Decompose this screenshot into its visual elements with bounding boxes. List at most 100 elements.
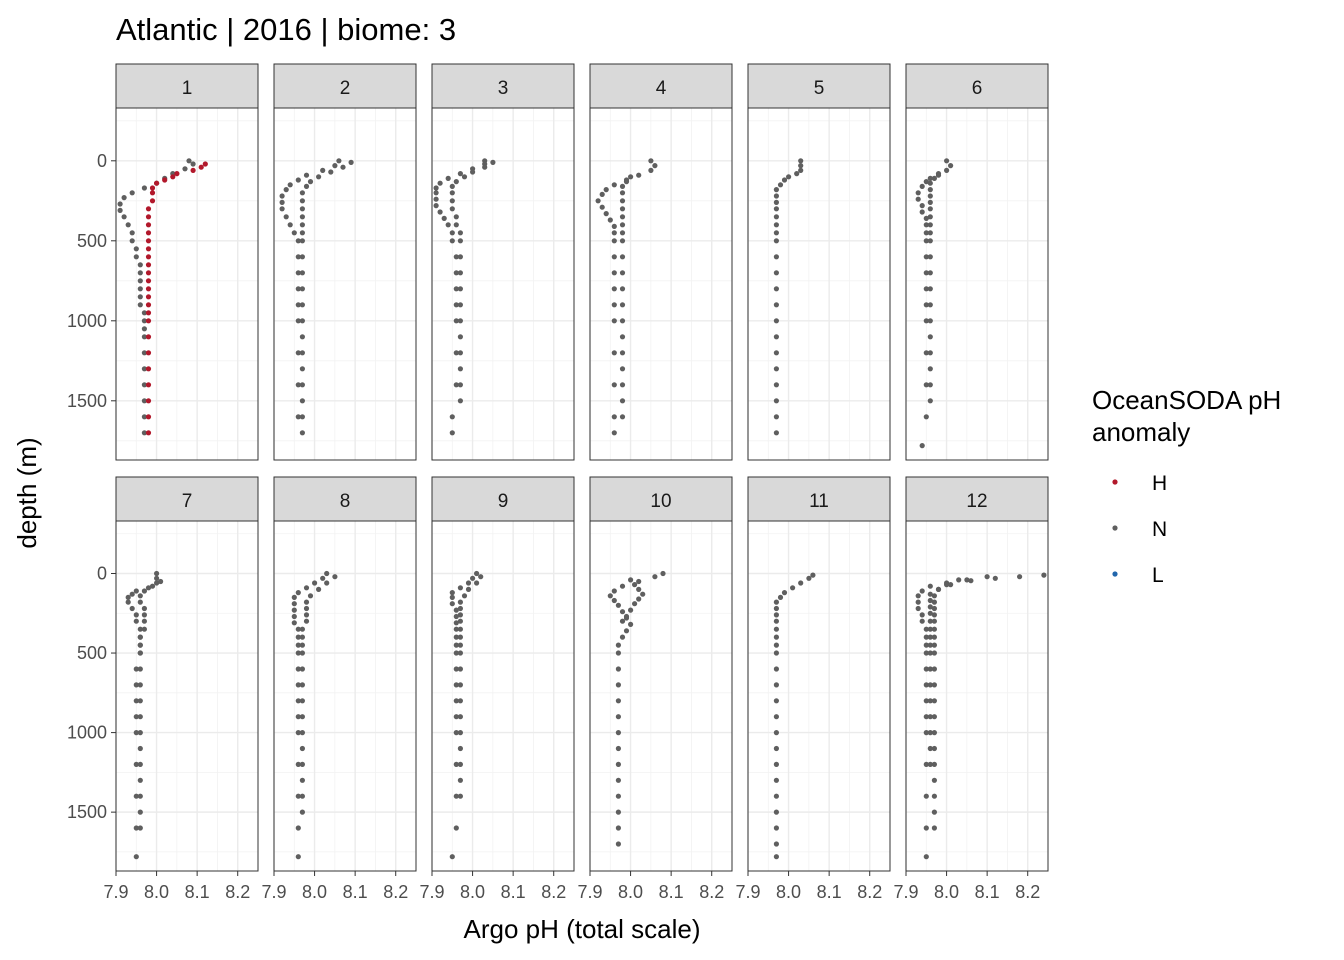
- data-point-N: [295, 642, 301, 648]
- data-point-N: [470, 575, 476, 581]
- facet-strip-label: 7: [182, 491, 193, 512]
- data-point-N: [619, 198, 626, 204]
- data-point-N: [931, 612, 938, 618]
- data-point-N: [129, 230, 135, 236]
- data-point-N: [773, 286, 780, 292]
- data-point-N: [133, 612, 139, 618]
- x-tick-label: 8.2: [383, 882, 408, 902]
- data-point-N: [927, 398, 933, 404]
- data-point-H: [145, 222, 152, 228]
- data-point-N: [137, 278, 143, 284]
- data-point-N: [611, 318, 617, 324]
- data-point-N: [303, 612, 310, 618]
- data-point-N: [773, 230, 780, 236]
- data-point-N: [474, 580, 480, 586]
- data-point-N: [599, 191, 605, 197]
- data-point-N: [449, 230, 455, 236]
- data-point-N: [927, 597, 933, 604]
- data-point-N: [915, 190, 921, 196]
- data-point-N: [915, 593, 921, 599]
- data-point-N: [320, 575, 326, 581]
- facet-panel-3: 3: [431, 63, 575, 461]
- data-point-N: [295, 414, 301, 420]
- data-point-N: [141, 318, 147, 324]
- data-point-N: [773, 222, 780, 228]
- data-point-N: [457, 171, 463, 177]
- data-point-N: [295, 682, 301, 688]
- data-point-N: [599, 204, 605, 210]
- data-point-N: [457, 612, 463, 618]
- legend-key-label: H: [1152, 472, 1167, 495]
- data-point-N: [1017, 574, 1023, 580]
- data-point-N: [773, 745, 780, 752]
- data-point-N: [129, 605, 135, 612]
- data-point-N: [291, 607, 297, 613]
- data-point-N: [619, 634, 626, 640]
- data-point-N: [299, 350, 305, 356]
- data-point-N: [615, 698, 622, 704]
- data-point-N: [141, 382, 147, 388]
- data-point-N: [299, 270, 305, 276]
- data-point-N: [117, 201, 123, 207]
- data-point-N: [299, 366, 305, 372]
- data-point-N: [299, 642, 305, 648]
- data-point-N: [607, 593, 613, 599]
- data-point-H: [145, 238, 152, 244]
- legend-keys: HNL: [1112, 472, 1167, 587]
- data-point-N: [927, 761, 933, 768]
- data-point-N: [137, 714, 143, 720]
- data-point-N: [340, 164, 346, 170]
- data-point-N: [137, 825, 143, 831]
- data-point-N: [303, 599, 310, 605]
- data-point-N: [931, 650, 938, 656]
- data-point-N: [773, 382, 780, 388]
- data-point-N: [619, 206, 626, 212]
- data-point-N: [154, 575, 160, 581]
- data-point-N: [137, 626, 143, 632]
- data-point-N: [773, 841, 780, 847]
- data-point-N: [457, 793, 463, 799]
- data-point-N: [923, 698, 929, 704]
- data-point-N: [453, 318, 459, 324]
- data-point-N: [299, 761, 305, 768]
- data-point-N: [927, 626, 933, 632]
- data-point-H: [145, 214, 152, 220]
- data-point-H: [149, 190, 156, 196]
- data-point-N: [931, 642, 938, 648]
- legend-title-line-2: anomaly: [1092, 417, 1190, 447]
- data-point-N: [915, 599, 921, 605]
- data-point-N: [773, 730, 780, 736]
- data-point-N: [773, 825, 780, 831]
- data-point-N: [449, 198, 455, 204]
- data-point-N: [295, 286, 301, 292]
- data-point-N: [453, 825, 459, 831]
- data-point-N: [615, 642, 622, 648]
- panel-border: [431, 107, 575, 461]
- data-point-N: [615, 809, 622, 815]
- x-tick-label: 8.1: [817, 882, 842, 902]
- data-point-N: [482, 164, 488, 170]
- data-point-N: [923, 350, 929, 356]
- data-point-N: [299, 398, 305, 404]
- data-point-N: [303, 605, 310, 612]
- facet-strip-label: 11: [809, 491, 829, 512]
- x-tick-label: 8.1: [343, 882, 368, 902]
- data-point-N: [141, 310, 147, 316]
- data-point-N: [133, 793, 139, 799]
- data-point-N: [453, 382, 459, 388]
- data-point-N: [299, 254, 305, 260]
- data-point-N: [137, 294, 143, 300]
- data-point-H: [145, 270, 152, 276]
- data-point-N: [137, 650, 143, 656]
- data-point-N: [619, 334, 626, 340]
- data-point-N: [615, 650, 622, 656]
- data-point-N: [287, 182, 293, 188]
- facet-strip-label: 8: [340, 491, 351, 512]
- facet-panel-10: 10 7.9 8.0 8.1 8.2: [577, 476, 733, 902]
- data-point-N: [283, 214, 289, 220]
- data-point-N: [457, 238, 463, 244]
- data-point-N: [773, 599, 780, 605]
- data-point-N: [931, 682, 938, 688]
- panel-border: [589, 520, 733, 872]
- x-tick-label: 7.9: [735, 882, 760, 902]
